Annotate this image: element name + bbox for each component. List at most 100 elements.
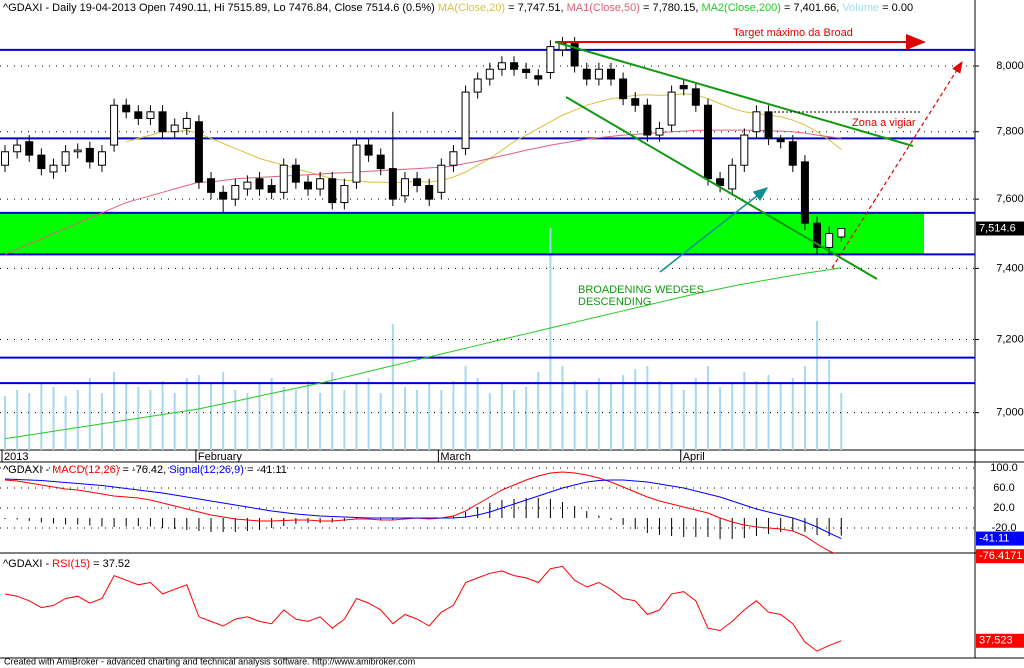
legend-entry: = 7,401.66, [784, 2, 839, 14]
legend: ^GDAXI - MACD(12,26) = -76.42, Signal(12… [3, 464, 287, 476]
y-tick-label: 20.0 [993, 502, 1014, 514]
y-tick-label: -20.0 [991, 522, 1016, 534]
series-line [4, 267, 842, 440]
candle-body [364, 144, 373, 156]
x-tick-label: 2013 [4, 451, 28, 463]
candle-body [703, 104, 712, 180]
candle-body [110, 104, 119, 146]
candle-body [594, 68, 603, 80]
candle-body [400, 178, 409, 197]
candle-body [510, 62, 519, 70]
zone [0, 212, 924, 255]
watch-label: Zona a vigiar [852, 117, 916, 129]
candle-body [425, 185, 434, 200]
candle-body [485, 68, 494, 80]
candle-body [207, 178, 216, 193]
candle-body [243, 181, 252, 190]
candle-body [219, 191, 228, 200]
candle-body [643, 104, 652, 136]
candle-body [267, 185, 276, 193]
candle-body [134, 111, 143, 119]
legend: ^GDAXI - RSI(15) = 37.52 [3, 558, 130, 570]
candle-body [194, 121, 203, 183]
legend-entry: ^GDAXI - [3, 464, 52, 476]
value-box [976, 549, 1024, 564]
series-line [4, 129, 842, 255]
candle-body [522, 68, 531, 73]
y-tick-label: 7,800 [996, 126, 1024, 138]
series-line [4, 478, 842, 540]
legend-entry: ^GDAXI - [3, 558, 52, 570]
value-box-label: 7,514.6 [979, 222, 1016, 234]
legend-entry: MA2(Close,200) [701, 2, 780, 14]
candle-body [413, 178, 422, 187]
candle-body [49, 164, 58, 173]
candle-body [631, 98, 640, 106]
candle-body [376, 154, 385, 170]
legend-entry: = 7,780.15, [643, 2, 698, 14]
value-box [976, 531, 1024, 546]
candle-body [279, 164, 288, 193]
candle-body [61, 151, 70, 166]
legend-entry: Signal(12,26,9) [169, 464, 244, 476]
candle-body [619, 78, 628, 100]
candle-body [667, 91, 676, 126]
projection-arrow [831, 60, 963, 269]
value-box [976, 221, 1024, 236]
value-box-label: -76.4171 [979, 550, 1022, 562]
candle-body [461, 91, 470, 149]
candle-body [813, 222, 822, 248]
candle-body [716, 178, 725, 187]
value-box-label: -41.11 [979, 532, 1009, 544]
lower-wedge-line [565, 96, 878, 280]
candle-body [776, 137, 785, 143]
candle-body [388, 168, 397, 200]
candle-body [437, 164, 446, 193]
candle-body [449, 151, 458, 166]
legend-entry: MACD(12,26) [52, 464, 119, 476]
candle-body [570, 42, 579, 67]
legend-entry: = 0.00 [882, 2, 913, 14]
candle-body [691, 88, 700, 106]
y-tick-label: 60.0 [993, 482, 1014, 494]
candle-body [679, 85, 688, 90]
legend-entry: RSI(15) [52, 558, 90, 570]
series-line [126, 93, 842, 184]
candle-body [534, 75, 543, 80]
target-label: Target máximo da Broad [733, 27, 853, 39]
legend-entry: = 7,747.51, [508, 2, 563, 14]
candle-body [170, 124, 179, 133]
legend-entry: = -76.42, [122, 464, 166, 476]
pointer-arrow [659, 187, 769, 273]
candle-body [825, 233, 834, 248]
candle-body [13, 144, 22, 153]
y-tick-label: 7,200 [996, 333, 1024, 345]
value-box [976, 633, 1024, 648]
legend: ^GDAXI - Daily 19-04-2013 Open 7490.11, … [3, 2, 913, 14]
candle-body [740, 134, 749, 166]
legend-entry: MA1(Close,50) [567, 2, 640, 14]
candle-body [473, 78, 482, 93]
legend-entry: Volume [842, 2, 879, 14]
y-tick-label: 7,400 [996, 262, 1024, 274]
candle-body [304, 181, 312, 190]
candle-body [788, 141, 797, 166]
candle-body [764, 111, 773, 139]
legend-entry: = -41.11 [247, 464, 287, 476]
pattern-label: BROADENING WEDGES [578, 284, 704, 296]
candle-body [182, 117, 191, 129]
pattern-label: DESCENDING [578, 296, 651, 308]
candle-body [837, 227, 846, 238]
value-box-label: 37.523 [979, 635, 1013, 647]
candle-body [316, 178, 325, 190]
candle-body [546, 46, 555, 73]
annotations: Target máximo da Broad Zona a vigiar BRO… [554, 27, 963, 308]
y-tick-label: 100.0 [990, 462, 1018, 474]
candle-body [800, 161, 809, 224]
x-tick-label: February [198, 451, 243, 463]
candle-body [328, 178, 337, 204]
candle-body [655, 127, 664, 136]
